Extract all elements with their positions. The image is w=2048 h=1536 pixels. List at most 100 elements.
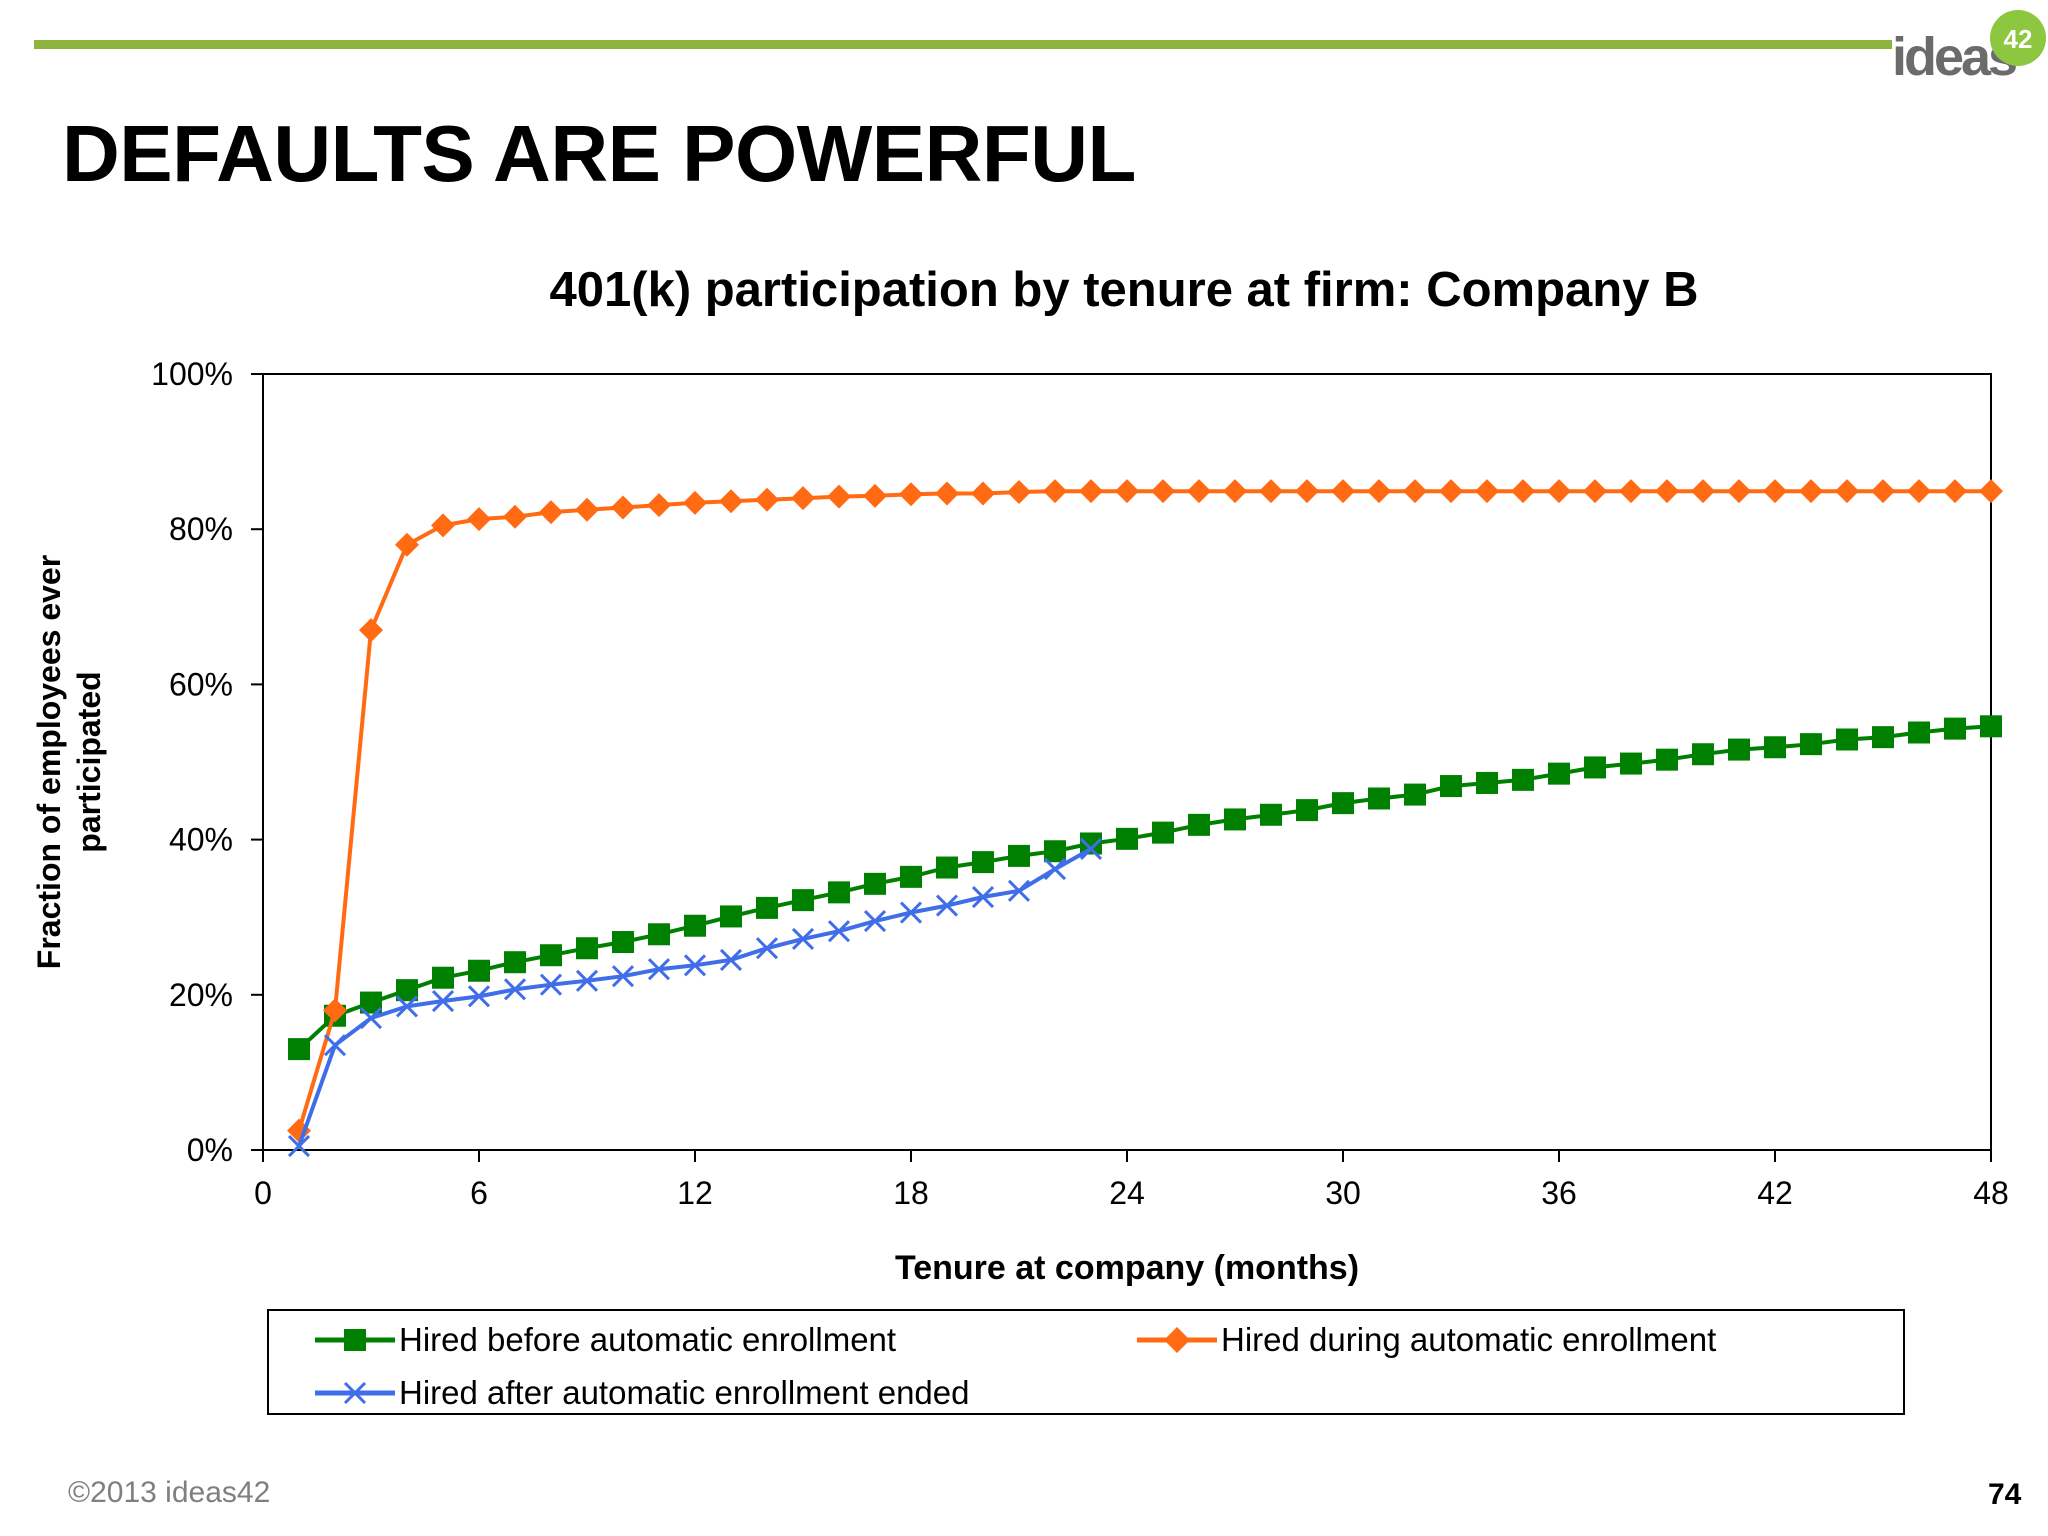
data-point-diamond — [1367, 479, 1391, 504]
ideas42-logo: ideas 42 — [1888, 4, 2048, 94]
series — [287, 479, 2003, 1158]
data-point-square — [756, 896, 778, 919]
data-point-diamond — [1007, 479, 1031, 504]
data-point-x — [971, 885, 995, 909]
y-tick-label: 60% — [169, 666, 233, 702]
data-point-diamond — [899, 482, 923, 507]
data-point-diamond — [791, 486, 815, 511]
data-point-square — [360, 991, 382, 1014]
data-point-diamond — [1691, 479, 1715, 504]
data-point-diamond — [647, 493, 671, 518]
data-point-x — [1007, 879, 1031, 902]
data-point-square — [1980, 715, 2002, 738]
data-point-diamond — [1943, 479, 1967, 504]
data-point-square — [540, 944, 562, 967]
data-point-diamond — [1655, 479, 1679, 504]
data-point-square — [1296, 799, 1318, 822]
data-point-diamond — [827, 484, 851, 509]
data-point-x — [431, 989, 455, 1013]
data-point-square — [396, 979, 418, 1002]
data-point-x — [503, 978, 527, 1001]
data-point-square — [792, 889, 814, 912]
data-point-square — [720, 905, 742, 928]
data-point-square — [1548, 762, 1570, 785]
data-point-diamond — [1907, 479, 1931, 504]
data-point-x — [1079, 837, 1103, 860]
data-point-diamond — [1979, 479, 2003, 504]
data-point-diamond — [1439, 479, 1463, 504]
data-point-diamond — [1223, 479, 1247, 504]
data-point-diamond — [323, 998, 347, 1023]
data-point-x — [539, 973, 563, 996]
data-point-square — [1944, 717, 1966, 740]
data-point-x — [1043, 858, 1067, 881]
legend-item-before: Hired before automatic enrollment — [315, 1321, 896, 1359]
data-point-diamond — [1799, 479, 1823, 504]
data-point-diamond — [1763, 479, 1787, 504]
data-point-square — [1584, 756, 1606, 779]
data-point-square — [1008, 844, 1030, 867]
data-point-x — [395, 995, 419, 1018]
data-point-x — [287, 1135, 311, 1158]
x-tick-label: 48 — [1973, 1175, 2009, 1211]
logo-badge: 42 — [1990, 10, 2046, 66]
data-point-diamond — [539, 500, 563, 525]
data-point-square — [1764, 736, 1786, 759]
series-diamond — [287, 479, 2003, 1143]
data-point-diamond — [1727, 479, 1751, 504]
x-tick-label: 0 — [254, 1175, 272, 1211]
legend-label: Hired after automatic enrollment ended — [399, 1374, 970, 1411]
data-point-square — [684, 914, 706, 937]
data-point-diamond — [1295, 479, 1319, 504]
legend-label: Hired during automatic enrollment — [1221, 1321, 1717, 1358]
data-point-diamond — [431, 513, 455, 538]
data-point-square — [864, 872, 886, 895]
data-point-diamond — [359, 618, 383, 643]
data-point-diamond — [935, 481, 959, 506]
data-point-diamond — [1259, 479, 1283, 504]
data-point-diamond — [1835, 479, 1859, 504]
data-point-square — [648, 923, 670, 946]
y-tick-label: 40% — [169, 822, 233, 858]
y-axis-label: Fraction of employees ever participated — [31, 555, 107, 969]
y-tick-label: 100% — [151, 356, 233, 392]
data-point-diamond — [1547, 479, 1571, 504]
data-point-diamond — [1115, 479, 1139, 504]
data-point-x — [755, 937, 779, 960]
data-point-diamond — [1043, 479, 1067, 504]
data-point-square — [288, 1038, 310, 1061]
data-point-diamond — [611, 495, 635, 520]
x-tick-label: 6 — [470, 1175, 488, 1211]
slide-title: DEFAULTS ARE POWERFUL — [62, 109, 1136, 198]
data-point-x — [935, 894, 959, 917]
legend-square-marker-icon — [315, 1329, 395, 1351]
data-point-diamond — [395, 532, 419, 557]
data-point-x — [899, 901, 923, 924]
data-point-square — [1440, 775, 1462, 798]
data-point-x — [827, 920, 851, 943]
y-axis-label-line2: participated — [71, 671, 107, 852]
legend-item-during: Hired during automatic enrollment — [1137, 1321, 1716, 1359]
data-point-diamond — [683, 490, 707, 515]
chart-legend: Hired before automatic enrollment Hired … — [267, 1309, 1905, 1415]
data-point-diamond — [467, 507, 491, 532]
data-point-square — [432, 966, 454, 989]
data-point-square — [1080, 832, 1102, 855]
series-square — [288, 715, 2002, 1061]
data-point-square — [936, 856, 958, 879]
data-point-x — [719, 948, 743, 971]
data-point-diamond — [503, 504, 527, 529]
data-point-x — [683, 954, 707, 977]
data-point-square — [1800, 733, 1822, 756]
data-point-diamond — [1619, 479, 1643, 504]
data-point-square — [504, 951, 526, 974]
x-axis-label: Tenure at company (months) — [895, 1249, 1359, 1287]
data-point-square — [828, 881, 850, 904]
x-tick-label: 24 — [1109, 1175, 1145, 1211]
data-point-x — [359, 1007, 383, 1030]
data-point-square — [1836, 728, 1858, 751]
data-point-square — [1476, 771, 1498, 794]
data-point-diamond — [1511, 479, 1535, 504]
x-tick-label: 36 — [1541, 1175, 1577, 1211]
